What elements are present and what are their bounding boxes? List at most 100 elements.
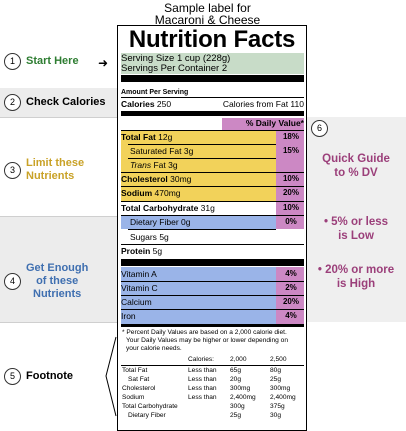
nutrient-name: Saturated Fat [130, 146, 182, 156]
table-header-calories: Calories: [188, 356, 215, 363]
vitamin-row: Iron [121, 311, 304, 322]
nutrient-name: Dietary Fiber [130, 217, 179, 227]
table-qualifier: Less than [188, 367, 217, 374]
table-val-2500: 375g [270, 403, 285, 410]
divider [0, 117, 117, 118]
guide-low: • 5% or less is Low [306, 215, 406, 243]
table-header-2500: 2,500 [270, 356, 287, 363]
thick-divider [121, 75, 304, 82]
nutrient-row: Sugars 5g [130, 232, 313, 243]
vitamin-name: Vitamin C [121, 283, 158, 293]
table-name: Cholesterol [122, 385, 156, 392]
table-val-2500: 80g [270, 367, 282, 374]
step-number: 4 [4, 273, 21, 290]
nutrient-amount: 0g [181, 217, 191, 227]
step-text: Check Calories [26, 96, 106, 108]
table-val-2000: 20g [230, 376, 242, 383]
bracket-icon [105, 336, 117, 417]
calories-label: Calories [121, 99, 155, 109]
table-name: Sat Fat [128, 376, 150, 383]
vitamin-pct: 2% [285, 283, 297, 292]
step-number: 3 [4, 161, 21, 179]
fiber-band [121, 216, 276, 229]
servings-per-container: Servings Per Container 2 [121, 63, 228, 74]
guide-high: • 20% or more is High [306, 263, 406, 291]
nutrient-amount: 5g [152, 246, 163, 256]
guide-title: Quick Guide to % DV [306, 152, 406, 180]
footnote-line: * Percent Daily Values are based on a 2,… [122, 329, 287, 336]
vitamin-pct: 20% [282, 297, 299, 306]
nutrient-pct: 10% [282, 174, 299, 183]
vitamin-pct: 4% [285, 269, 297, 278]
table-name: Dietary Fiber [128, 412, 166, 419]
table-val-2000: 300mg [230, 385, 251, 392]
step-text: Footnote [26, 370, 74, 382]
step-1: 1 Start Here [4, 53, 79, 70]
divider [0, 322, 117, 323]
limit-band [121, 131, 276, 201]
vitamin-name: Iron [121, 311, 136, 321]
footnote-line: Your Daily Values may be higher or lower… [126, 337, 289, 344]
nutrient-pct: 10% [282, 203, 299, 212]
step-text-line: Limit these [26, 157, 85, 169]
guide-title-line: to % DV [334, 167, 378, 179]
vitamin-pct: 4% [285, 311, 297, 320]
nutrient-row: Saturated Fat 3g [130, 146, 313, 157]
guide-low-line: is Low [338, 230, 374, 242]
nutrient-name: Sugars [130, 232, 157, 242]
step-number: 5 [4, 368, 21, 385]
step-4: 4 Get Enough of these Nutrients [4, 262, 88, 301]
step-text: Start Here [26, 55, 79, 67]
step-text-line: of these [36, 275, 79, 287]
table-qualifier: Less than [188, 394, 217, 401]
table-header-2000: 2,000 [230, 356, 247, 363]
nutrient-name: Trans [130, 160, 152, 170]
divider [121, 295, 304, 296]
nutrient-row: Total Fat 12g [121, 132, 304, 143]
divider [121, 215, 304, 216]
amount-per-serving: Amount Per Serving [121, 89, 189, 96]
divider [121, 97, 304, 98]
nutrition-label: Nutrition Facts Serving Size 1 cup (228g… [117, 25, 307, 431]
thick-divider [121, 111, 304, 116]
vitamin-row: Vitamin C [121, 283, 304, 294]
nutrient-row: Total Carbohydrate 31g [121, 203, 304, 214]
table-val-2500: 25g [270, 376, 282, 383]
limit-pct-band [276, 131, 304, 201]
step-3: 3 Limit these Nutrients [4, 157, 84, 183]
nutrient-name: Protein [121, 246, 151, 256]
nutrient-amount: 31g [200, 203, 215, 213]
table-val-2000: 25g [230, 412, 242, 419]
divider [121, 186, 304, 187]
table-val-2500: 30g [270, 412, 282, 419]
nutrient-pct: 0% [285, 217, 297, 226]
header-line1: Sample label for [164, 1, 251, 15]
step-number: 2 [4, 94, 21, 111]
nutrient-pct: 20% [282, 188, 299, 197]
step-text-line: Get Enough [26, 262, 89, 274]
divider [121, 281, 304, 282]
table-val-2500: 300mg [270, 385, 291, 392]
nutrient-row: Dietary Fiber 0g [130, 217, 313, 228]
vitamin-row: Calcium [121, 297, 304, 308]
nutrient-name: Total Fat [121, 132, 156, 142]
serving-band [121, 53, 304, 74]
step-number: 6 [311, 120, 328, 137]
calories-value: 250 [156, 99, 172, 109]
nutrient-pct: 15% [282, 146, 299, 155]
step-text-line: Nutrients [26, 170, 75, 182]
step-2: 2 Check Calories [4, 94, 105, 111]
calories-row: Calories 250 Calories from Fat 110 [121, 99, 304, 110]
vitamin-row: Vitamin A [121, 269, 304, 280]
dv-header: % Daily Value* [245, 118, 304, 128]
table-qualifier: Less than [188, 376, 217, 383]
guide-panel [306, 117, 406, 322]
divider [121, 172, 304, 173]
header-line2: Macaroni & Cheese [154, 13, 261, 27]
divider [121, 309, 304, 310]
nutrient-amount: 12g [158, 132, 173, 142]
guide-high-line: is High [336, 278, 376, 290]
nutrient-name: Cholesterol [121, 174, 168, 184]
guide-low-line: • 5% or less [323, 216, 389, 228]
step-number: 1 [4, 53, 21, 70]
